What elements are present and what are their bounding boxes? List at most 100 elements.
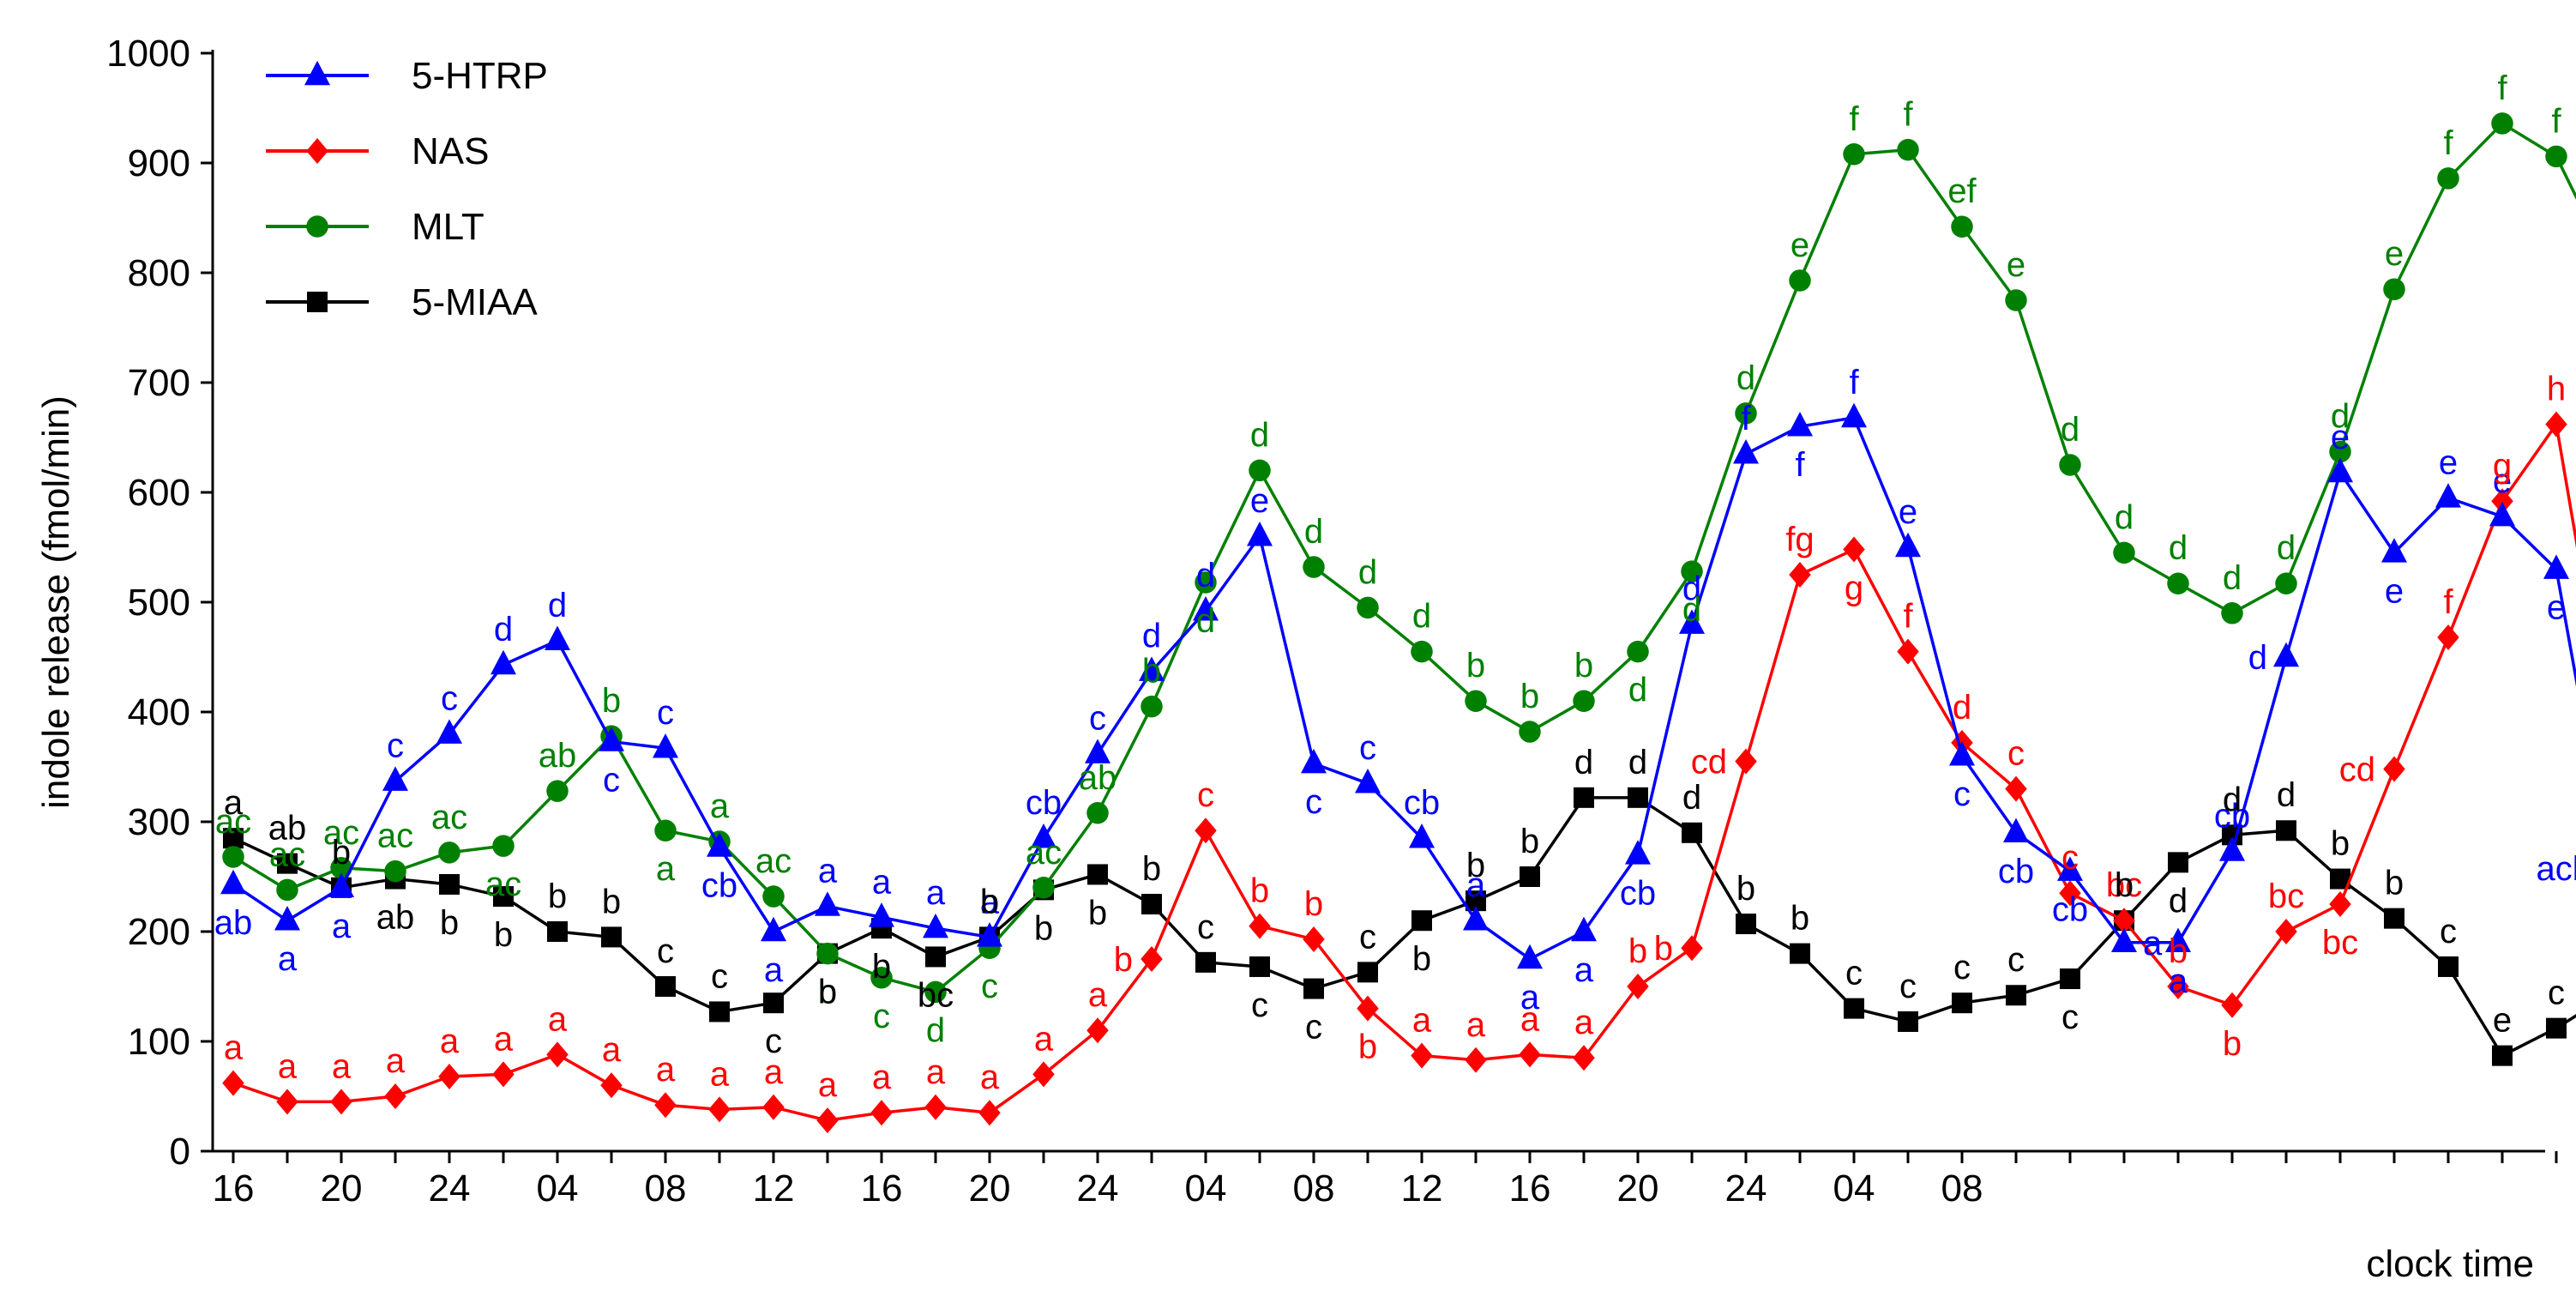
significance-label: cb: [1404, 784, 1440, 822]
data-point: [276, 878, 298, 902]
significance-label: c: [1251, 986, 1268, 1024]
data-point: [1249, 913, 1271, 939]
data-point: [1574, 787, 1594, 808]
legend-item-nas: NAS: [266, 130, 489, 172]
significance-label: b: [1520, 678, 1539, 715]
significance-label: e: [1899, 493, 1917, 531]
significance-label: cd: [1691, 744, 1727, 781]
data-point: [1032, 877, 1055, 899]
data-point: [2329, 891, 2351, 917]
y-tick-label: 200: [128, 911, 190, 953]
significance-label: a: [656, 850, 676, 888]
data-point: [2545, 411, 2567, 437]
data-point: [1463, 905, 1489, 931]
data-point: [1303, 926, 1325, 952]
data-point: [328, 872, 354, 898]
data-point: [1357, 596, 1379, 619]
data-point: [708, 1096, 731, 1123]
significance-label: c: [711, 957, 728, 995]
significance-label: a: [224, 784, 244, 822]
x-tick-label: 24: [429, 1167, 471, 1210]
significance-label: a: [494, 1020, 514, 1058]
data-point: [869, 902, 894, 927]
data-point: [654, 1092, 677, 1119]
significance-label: c: [2007, 941, 2025, 979]
significance-label: b: [602, 883, 621, 920]
y-tick-label: 700: [128, 362, 190, 404]
data-point: [1357, 995, 1379, 1022]
data-point: [2543, 554, 2569, 579]
significance-label: a: [1520, 1000, 1540, 1038]
significance-label: b: [1250, 872, 1269, 910]
data-point: [1952, 992, 1972, 1014]
data-point: [1465, 690, 1487, 712]
data-point: [1949, 740, 1975, 766]
significance-label: cd: [2339, 751, 2375, 789]
series-5-htrp: [220, 402, 2576, 969]
data-point: [2545, 145, 2567, 168]
significance-label: b: [1574, 647, 1593, 685]
x-tick-label: 04: [537, 1167, 579, 1210]
data-point: [1736, 914, 1756, 935]
data-point: [977, 922, 1002, 947]
significance-label: c: [873, 998, 890, 1035]
significance-label: d: [2277, 529, 2296, 567]
significance-label: a: [1466, 866, 1486, 904]
significance-label: b: [440, 904, 459, 942]
data-point: [654, 819, 677, 842]
significance-label: a: [1466, 1006, 1486, 1044]
significance-label: d: [2331, 398, 2350, 436]
significance-label: c: [1845, 955, 1863, 992]
significance-label: c: [819, 974, 836, 1011]
data-point: [330, 1089, 352, 1115]
data-point: [2327, 457, 2353, 483]
significance-label: e: [1250, 482, 1269, 520]
significance-label: f: [2443, 124, 2453, 162]
legend-item-5-miaa: 5-MIAA: [266, 281, 538, 323]
data-point: [1249, 459, 1271, 482]
significance-label: e: [2007, 246, 2025, 284]
data-point: [762, 1094, 785, 1120]
y-tick-label: 300: [128, 801, 190, 843]
significance-label: a: [980, 1059, 1000, 1096]
significance-label: a: [872, 1059, 892, 1096]
data-point: [1303, 978, 1324, 999]
significance-label: e: [2385, 235, 2404, 273]
data-point: [2059, 454, 2081, 476]
y-tick-label: 600: [128, 472, 190, 514]
data-point: [924, 980, 947, 1004]
data-point: [707, 832, 732, 857]
data-point: [1789, 562, 1811, 588]
data-point: [2059, 880, 2081, 907]
significance-label: ab: [539, 737, 577, 775]
data-point: [1681, 560, 1703, 582]
significance-label: a: [1034, 1020, 1054, 1058]
data-point: [1625, 840, 1651, 865]
data-point: [2489, 501, 2515, 527]
data-point: [709, 1001, 730, 1023]
significance-label: ac: [1026, 834, 1062, 872]
data-point: [1031, 823, 1056, 848]
significance-label: b: [2223, 1025, 2242, 1063]
series-line: [232, 416, 2576, 961]
data-point: [1628, 787, 1648, 808]
significance-label: b: [548, 878, 567, 915]
significance-label: d: [1250, 416, 1269, 454]
data-point: [2491, 488, 2513, 515]
significance-label: e: [2493, 462, 2512, 500]
significance-label: a: [224, 1029, 244, 1067]
x-tick-label: 12: [1401, 1167, 1443, 1210]
data-point: [1789, 269, 1811, 292]
significance-label: ab: [214, 904, 253, 942]
data-point: [1141, 695, 1163, 718]
data-point: [2384, 908, 2404, 929]
legend-marker: [306, 215, 328, 238]
significance-label: ac: [485, 866, 521, 903]
data-point: [546, 780, 569, 802]
data-point: [1573, 1045, 1595, 1071]
data-point: [1411, 1042, 1433, 1069]
